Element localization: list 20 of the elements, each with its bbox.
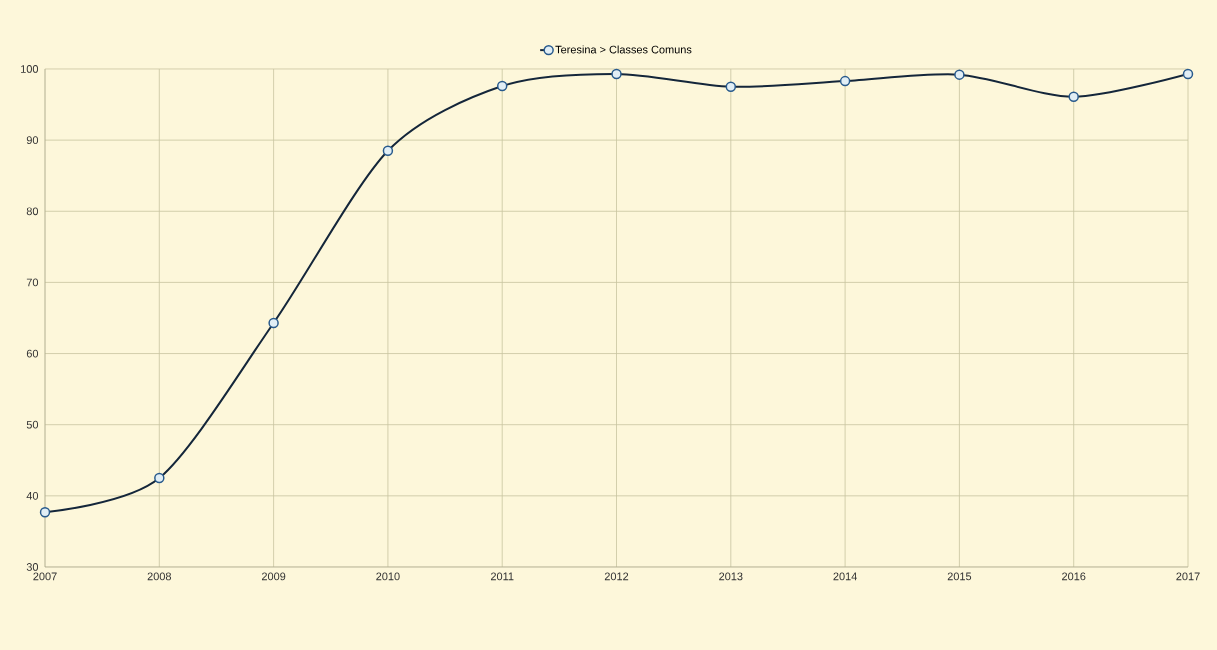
x-tick-label: 2010 [376, 572, 400, 581]
x-tick-label: 2017 [1176, 572, 1200, 581]
y-tick-label: 50 [26, 420, 39, 429]
y-tick-label: 80 [26, 207, 39, 216]
y-tick-label: 100 [21, 65, 39, 73]
x-tick-label: 2011 [490, 572, 514, 581]
y-tick-label: 70 [26, 278, 39, 287]
x-tick-label: 2008 [147, 572, 172, 581]
y-tick-label: 30 [26, 563, 39, 571]
x-tick-label: 2007 [33, 572, 57, 581]
x-tick-label: 2015 [947, 572, 972, 581]
y-tick-label: 60 [26, 349, 39, 358]
legend-label: Teresina > Classes Comuns [555, 45, 692, 54]
y-tick-label: 40 [26, 491, 39, 500]
x-tick-label: 2014 [833, 572, 857, 581]
x-tick-label: 2013 [719, 572, 743, 581]
x-tick-label: 2012 [604, 572, 629, 581]
x-tick-label: 2009 [261, 572, 286, 581]
x-tick-label: 2016 [1062, 572, 1086, 581]
y-tick-label: 90 [26, 136, 39, 145]
